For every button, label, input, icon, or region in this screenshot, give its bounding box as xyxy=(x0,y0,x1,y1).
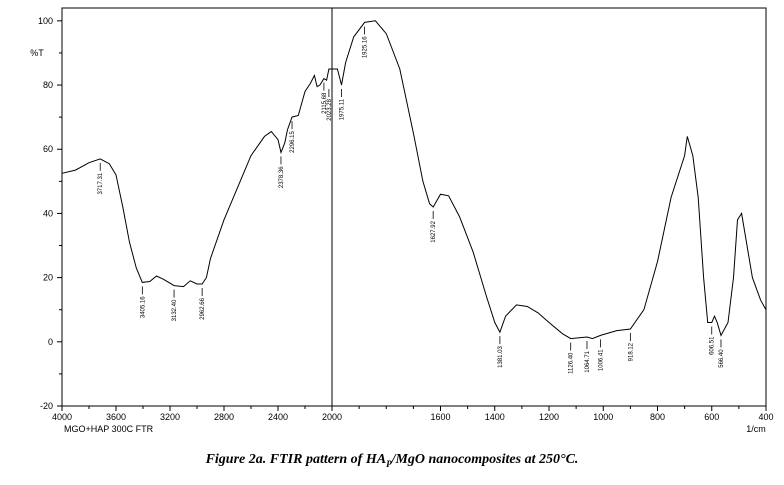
y-tick-label: -20 xyxy=(40,401,53,411)
y-tick-label: 0 xyxy=(48,337,53,347)
caption-subscript: P xyxy=(386,458,392,469)
peak-label: 2296.15 xyxy=(290,130,296,152)
peak-label: 3132.40 xyxy=(172,299,178,321)
y-axis-label: %T xyxy=(30,48,44,58)
plot-frame xyxy=(61,7,767,407)
x-axis-label: 1/cm xyxy=(746,424,766,434)
caption-text-1: FTIR pattern of HA xyxy=(269,452,387,467)
peak-label: 1975.11 xyxy=(339,98,345,120)
sample-label: MGO+HAP 300C FTR xyxy=(64,424,154,434)
caption-prefix: Figure 2a. xyxy=(205,452,267,467)
x-tick-label: 1400 xyxy=(485,412,505,422)
x-tick-label: 2800 xyxy=(214,412,234,422)
x-tick-label: 400 xyxy=(758,412,773,422)
figure-caption: Figure 2a. FTIR pattern of HAP/MgO nanoc… xyxy=(0,452,784,469)
y-tick-label: 20 xyxy=(43,273,53,283)
peak-label: 918.12 xyxy=(628,342,634,361)
peak-label: 1627.92 xyxy=(431,220,437,242)
peak-label: 2023.28 xyxy=(327,98,333,120)
peak-label: 1925.16 xyxy=(363,36,369,58)
peak-label: 1064.71 xyxy=(585,350,591,372)
x-tick-label: 3600 xyxy=(106,412,126,422)
peak-label: 606.51 xyxy=(710,336,716,355)
spectrum-line xyxy=(61,20,767,340)
x-tick-label: 600 xyxy=(704,412,719,422)
peak-label: 3717.31 xyxy=(98,172,104,194)
peak-label: 3405.16 xyxy=(140,296,146,318)
peak-label: 2115.68 xyxy=(322,92,328,114)
y-tick-label: 80 xyxy=(43,80,53,90)
x-tick-label: 2000 xyxy=(322,412,342,422)
x-tick-label: 1200 xyxy=(539,412,559,422)
ftir-chart: 100 80 60 40 20 0 -20 %T 4000 3600 3200 2800 2400 200… xyxy=(30,7,774,434)
caption-text-2: /MgO nanocomposites at 250°C. xyxy=(391,452,579,467)
x-tick-label: 1600 xyxy=(430,412,450,422)
peak-label: 2378.36 xyxy=(279,166,285,188)
peak-label: 1381.03 xyxy=(498,346,504,368)
y-tick-label: 100 xyxy=(38,16,53,26)
y-tick-label: 40 xyxy=(43,208,53,218)
peak-label: 566.40 xyxy=(719,349,725,368)
x-tick-label: 2400 xyxy=(268,412,288,422)
peak-label: 1006.41 xyxy=(599,349,605,371)
x-tick-label: 3200 xyxy=(160,412,180,422)
x-tick-label: 4000 xyxy=(52,412,72,422)
x-tick-label: 1000 xyxy=(593,412,613,422)
x-tick-label: 800 xyxy=(650,412,665,422)
peak-label: 1126.40 xyxy=(569,352,575,374)
y-tick-label: 60 xyxy=(43,144,53,154)
peak-label: 2962.66 xyxy=(200,297,206,319)
